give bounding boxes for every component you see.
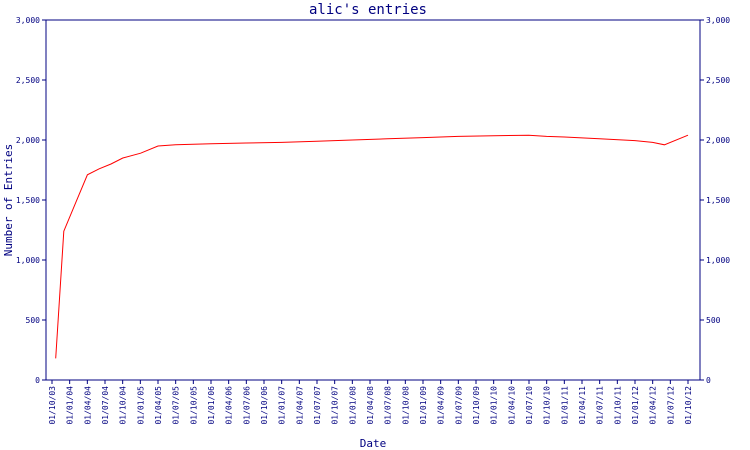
x-tick-label: 01/01/11 [560,386,569,425]
x-tick-label: 01/01/05 [136,386,145,425]
x-tick-label: 01/10/06 [260,386,269,425]
x-tick-label: 01/04/05 [154,386,163,425]
y-tick-label-left: 500 [26,316,41,325]
y-tick-label-right: 3,000 [706,16,730,25]
x-tick-label: 01/10/10 [543,386,552,425]
x-tick-label: 01/01/04 [66,386,75,425]
y-tick-label-left: 1,000 [16,256,40,265]
x-axis-label: Date [360,437,387,450]
x-tick-label: 01/04/04 [83,386,92,425]
y-tick-label-right: 2,000 [706,136,730,145]
x-tick-label: 01/01/12 [631,386,640,425]
x-tick-label: 01/10/07 [331,386,340,425]
series-layer [55,134,689,359]
x-tick-label: 01/10/12 [684,386,693,425]
x-tick-label: 01/10/09 [472,386,481,425]
x-tick-label: 01/04/12 [649,386,658,425]
y-tick-label-left: 0 [35,376,40,385]
y-tick-label-left: 3,000 [16,16,40,25]
x-tick-label: 01/07/07 [313,386,322,425]
x-tick-label: 01/01/06 [207,386,216,425]
x-tick-label: 01/10/05 [189,386,198,425]
x-tick-label: 01/07/06 [242,386,251,425]
x-tick-label: 01/10/03 [48,386,57,425]
y-tick-label-left: 2,000 [16,136,40,145]
x-tick-label: 01/07/04 [101,386,110,425]
y-tick-label-right: 1,500 [706,196,730,205]
x-tick-label: 01/01/10 [490,386,499,425]
y-axis-label: Number of Entries [2,144,15,257]
y-tick-label-right: 2,500 [706,76,730,85]
y-tick-label-right: 1,000 [706,256,730,265]
x-tick-label: 01/01/09 [419,386,428,425]
x-tick-label: 01/07/05 [172,386,181,425]
x-tick-label: 01/07/11 [596,386,605,425]
y-axis-ticks: 0 0 500 500 1,000 1,000 1,500 1,500 2,000 2,000 2,… [16,16,730,385]
x-tick-label: 01/01/08 [348,386,357,425]
x-tick-label: 01/10/04 [119,386,128,425]
x-tick-label: 01/01/07 [278,386,287,425]
y-tick-label-left: 1,500 [16,196,40,205]
x-tick-label: 01/07/09 [454,386,463,425]
x-tick-label: 01/04/10 [507,386,516,425]
x-axis-ticks: 01/10/03 01/01/04 01/04/04 01/07/04 01/10/04… [48,380,693,425]
plot-frame [45,19,701,381]
x-tick-label: 01/04/08 [366,386,375,425]
x-tick-label: 01/10/11 [613,386,622,425]
x-tick-label: 01/07/10 [525,386,534,425]
x-tick-label: 01/07/08 [384,386,393,425]
x-tick-label: 01/07/12 [666,386,675,425]
y-tick-label-right: 500 [706,316,721,325]
x-tick-label: 01/10/08 [401,386,410,425]
x-tick-label: 01/04/11 [578,386,587,425]
y-tick-label-left: 2,500 [16,76,40,85]
series-line [55,134,689,359]
x-tick-label: 01/04/06 [225,386,234,425]
y-tick-label-right: 0 [706,376,711,385]
chart-title: alic's entries [309,2,427,18]
x-tick-label: 01/04/07 [295,386,304,425]
x-tick-label: 01/04/09 [437,386,446,425]
